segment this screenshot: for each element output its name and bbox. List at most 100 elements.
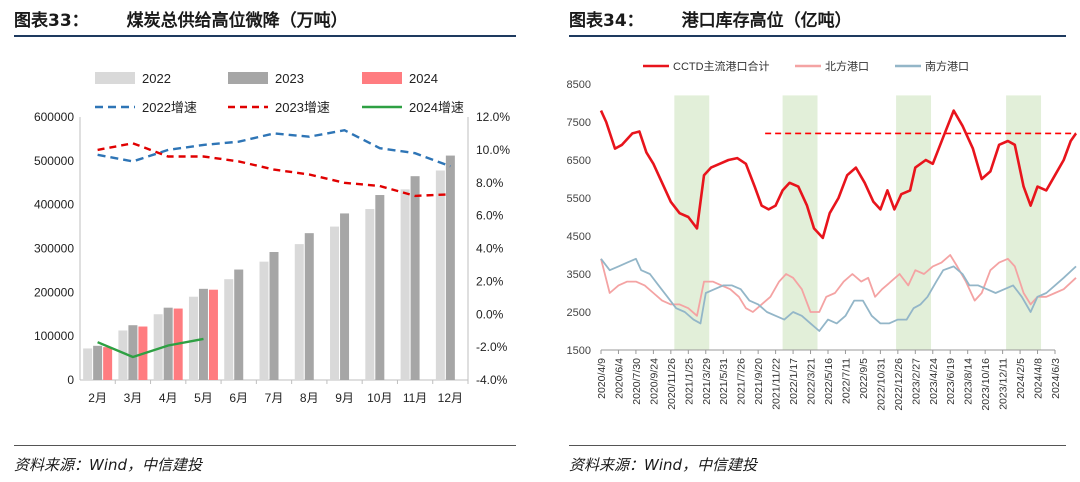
y-tick-label: 8500: [567, 79, 591, 91]
x-tick-label: 2022/1/17: [788, 358, 800, 405]
y-tick-label: 4500: [567, 231, 591, 243]
legend-label: CCTD主流港口合计: [673, 59, 770, 73]
legend-label: 2022: [142, 71, 171, 86]
x-tick-label: 2021/5/31: [718, 358, 730, 405]
legend-swatch-2023: [228, 72, 268, 84]
x-tick-label: 2020/9/24: [648, 358, 660, 405]
x-tick-label: 2022/7/11: [840, 358, 852, 404]
x-tick-label: 2020/7/30: [631, 358, 643, 405]
y2-tick-label: 4.0%: [476, 242, 504, 256]
x-tick-label: 9月: [335, 391, 354, 405]
y-tick-label: 400000: [34, 198, 74, 212]
source-note: 资料来源：Wind，中信建投: [14, 456, 203, 474]
line-CCTD主流港口合计: [599, 109, 1078, 240]
source-rule: [14, 445, 516, 446]
x-tick-label: 2021/1/25: [683, 358, 695, 405]
chart-title: 图表34： 港口库存高位（亿吨）: [569, 6, 852, 31]
y2-tick-label: 8.0%: [476, 176, 504, 190]
left-chart-svg: 0 100000 200000 300000 400000 500000 600000 -4.…: [34, 71, 510, 405]
x-tick-label: 6月: [229, 391, 248, 405]
bar-2022: [224, 279, 234, 380]
y2-tick-label: 0.0%: [476, 307, 504, 321]
bar-2022: [188, 296, 198, 380]
source-rule: [569, 445, 1066, 446]
x-tick-label: 11月: [403, 391, 427, 405]
bar-2023: [445, 155, 455, 380]
x-tick-label: 12月: [438, 391, 463, 405]
y-tick-label: 1500: [567, 345, 591, 357]
title-rule: [14, 35, 516, 37]
bar-2024: [208, 289, 218, 380]
line-2022增速: [97, 128, 451, 168]
x-tick-label: 2023/10/16: [980, 358, 992, 411]
shaded-period: [1006, 95, 1042, 351]
x-tick-label: 8月: [300, 391, 319, 405]
legend-label: 2023增速: [275, 100, 330, 115]
title-rule: [569, 35, 1066, 37]
chart-title-text: 港口库存高位（亿吨）: [681, 11, 852, 31]
x-tick-label: 2021/7/26: [736, 358, 748, 405]
bar-2023: [269, 252, 279, 380]
legend-label: 2023: [275, 71, 304, 86]
bar-2023: [234, 269, 244, 380]
y-tick-label: 0: [67, 373, 74, 387]
y-tick-label: 6500: [567, 155, 591, 167]
line-南方港口: [600, 257, 1077, 332]
x-tick-label: 2023/2/27: [910, 358, 922, 405]
bar-2023: [163, 307, 173, 380]
bar-2022: [259, 261, 269, 380]
x-tick-label: 10月: [367, 391, 392, 405]
x-tick-label: 2023/4/24: [928, 358, 940, 405]
x-tick-label: 3月: [124, 391, 143, 405]
y2-tick-label: 10.0%: [476, 143, 510, 157]
x-tick-label: 2022/10/31: [875, 358, 887, 411]
y2-tick-label: -2.0%: [476, 340, 508, 354]
y-tick-label: 5500: [567, 193, 591, 205]
x-tick-label: 2021/3/29: [701, 358, 713, 405]
x-tick-label: 2020/4/9: [596, 358, 608, 399]
x-tick-label: 4月: [159, 391, 178, 405]
bar-2022: [435, 170, 445, 380]
line-2024增速: [97, 337, 204, 359]
x-tick-label: 2024/6/3: [1050, 358, 1062, 399]
chart-title: 图表33： 煤炭总供给高位微降（万吨）: [14, 6, 348, 31]
bar-2023: [304, 233, 314, 380]
bar-2022: [365, 209, 375, 380]
x-tick-label: 2023/6/19: [945, 358, 957, 405]
y2-tick-label: -4.0%: [476, 373, 508, 387]
y-tick-label: 300000: [34, 242, 74, 256]
y-tick-label: 3500: [567, 269, 591, 281]
legend-swatch-2024: [362, 72, 402, 84]
x-tick-label: 2023/8/14: [963, 358, 975, 405]
x-tick-label: 2024/2/5: [1015, 358, 1027, 399]
bar-2023: [198, 288, 208, 380]
x-tick-label: 2024/4/8: [1033, 358, 1045, 399]
bar-2022: [153, 314, 163, 380]
y2-tick-label: 2.0%: [476, 274, 504, 288]
x-tick-label: 2021/11/22: [771, 358, 783, 410]
y2-tick-label: 12.0%: [476, 110, 510, 124]
right-chart-panel: 图表34： 港口库存高位（亿吨） 1500 2500 3500 4500 5500 6500…: [555, 0, 1080, 482]
legend-label: 2024: [409, 71, 438, 86]
y-tick-label: 100000: [34, 329, 74, 343]
bar-2022: [330, 226, 340, 380]
y-tick-label: 500000: [34, 154, 74, 168]
chart-title-number: 图表33：: [14, 11, 89, 31]
bar-2023: [375, 195, 385, 380]
bar-2023: [128, 325, 138, 380]
bar-2022: [400, 189, 410, 380]
line-北方港口: [600, 254, 1077, 317]
legend-label: 北方港口: [825, 59, 869, 73]
chart-title-number: 图表34：: [569, 11, 644, 31]
bar-2022: [118, 330, 128, 380]
y2-tick-label: 6.0%: [476, 209, 504, 223]
x-tick-label: 2020/11/26: [666, 358, 678, 410]
x-tick-label: 2022/5/16: [823, 358, 835, 405]
x-tick-label: 2022/9/5: [858, 358, 870, 399]
legend-label: 南方港口: [925, 59, 969, 73]
legend-label: 2022增速: [142, 100, 197, 115]
legend-swatch-2022: [95, 72, 135, 84]
x-tick-label: 2月: [88, 391, 107, 405]
left-chart-panel: 图表33： 煤炭总供给高位微降（万吨） 0 100000 200000 300000 40…: [0, 0, 530, 482]
line-2023增速: [97, 142, 451, 198]
